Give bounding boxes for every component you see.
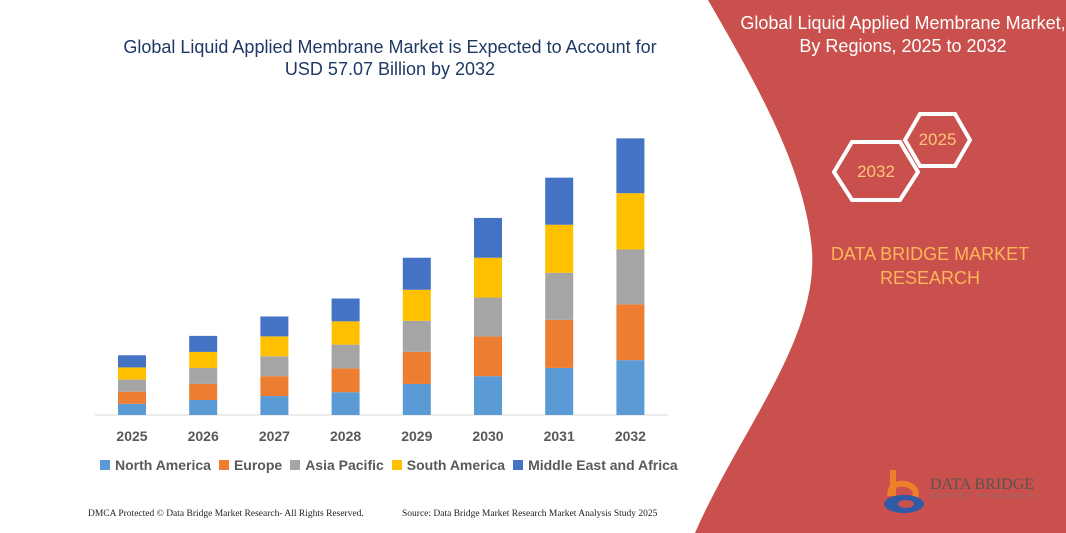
bar-segment-2025-south-america: [118, 367, 146, 380]
x-tick-label: 2027: [259, 428, 290, 444]
x-tick-label: 2031: [544, 428, 575, 444]
brand-text: DATA BRIDGE MARKET RESEARCH: [830, 244, 1030, 288]
legend-label: Middle East and Africa: [528, 457, 678, 473]
bar-segment-2030-north-america: [474, 376, 502, 415]
bar-segment-2029-asia-pacific: [402, 320, 431, 352]
bar-segment-2032-middle-east-and-africa: [616, 138, 645, 194]
legend-item: North America: [100, 457, 211, 473]
legend-swatch: [218, 460, 229, 470]
bar-segment-2029-middle-east-and-africa: [402, 257, 431, 290]
hexagon-2025: [902, 112, 973, 168]
hex-label-2032: 2032: [857, 162, 895, 181]
footer-copyright: DMCA Protected © Data Bridge Market Rese…: [88, 509, 364, 519]
bar-segment-2029-europe: [402, 351, 431, 384]
bar-segment-2029-north-america: [402, 383, 431, 415]
legend-swatch: [100, 460, 110, 470]
legend-swatch: [290, 460, 301, 470]
legend-swatch: [391, 460, 402, 470]
legend-label: South America: [406, 457, 506, 473]
bar-segment-2030-south-america: [474, 257, 502, 298]
bar-segment-2031-europe: [545, 319, 574, 368]
bar-segment-2030-middle-east-and-africa: [474, 217, 502, 258]
bar-segment-2031-south-america: [545, 224, 574, 273]
data-bridge-logo-icon: [884, 470, 924, 513]
bar-segment-2030-europe: [474, 336, 502, 377]
bar-segment-2027-south-america: [260, 336, 289, 357]
x-tick-label: 2030: [472, 428, 503, 444]
bar-segment-2032-asia-pacific: [616, 249, 645, 305]
footer-source: Source: Data Bridge Market Research Mark…: [402, 509, 658, 519]
bar-segment-2026-europe: [189, 383, 218, 400]
bar-segment-2026-south-america: [189, 351, 218, 368]
bar-segment-2032-south-america: [616, 193, 645, 250]
bar-segment-2025-middle-east-and-africa: [118, 355, 146, 368]
legend-label: North America: [115, 457, 211, 473]
bar-segment-2031-asia-pacific: [545, 272, 574, 320]
bar-segment-2027-north-america: [260, 396, 289, 415]
bar-segment-2026-north-america: [189, 399, 218, 415]
legend-swatch: [513, 460, 524, 470]
legend-item: Europe: [218, 457, 283, 473]
bar-segment-2031-north-america: [545, 367, 574, 415]
stacked-bar-chart: 2025 2026 2027 2028 2029 2030 2031 2032: [95, 138, 668, 444]
legend-label: Europe: [233, 457, 283, 473]
hex-label-2025: 2025: [918, 130, 957, 149]
bar-segment-2032-north-america: [616, 360, 645, 415]
bar-segment-2031-middle-east-and-africa: [545, 177, 574, 225]
bar-segment-2025-europe: [118, 391, 146, 404]
legend-item: South America: [391, 457, 506, 473]
legend: North America Europe Asia Pacific South …: [100, 457, 678, 473]
logo-subtext: MARKET RESEARCH: [930, 494, 1035, 500]
bar-segment-2029-south-america: [402, 289, 431, 321]
bar-segment-2026-asia-pacific: [189, 367, 218, 384]
legend-item: Middle East and Africa: [513, 457, 678, 473]
bar-segment-2025-north-america: [118, 403, 146, 415]
legend-item: Asia Pacific: [290, 457, 384, 473]
x-tick-label: 2029: [401, 428, 432, 444]
bar-segment-2027-middle-east-and-africa: [260, 316, 289, 337]
bar-segment-2030-asia-pacific: [474, 297, 502, 337]
bar-segment-2028-north-america: [331, 392, 360, 415]
x-tick-label: 2026: [188, 428, 219, 444]
panel-title: Global Liquid Applied Membrane Market, B…: [740, 13, 1066, 56]
bar-segment-2025-asia-pacific: [118, 379, 146, 392]
logo-text: DATA BRIDGE: [930, 476, 1035, 493]
bar-segment-2028-middle-east-and-africa: [331, 298, 360, 322]
bar-segment-2027-asia-pacific: [260, 356, 289, 377]
x-tick-label: 2025: [116, 428, 147, 444]
legend-label: Asia Pacific: [305, 457, 384, 473]
bar-segment-2032-europe: [616, 304, 645, 361]
hexagon-2032: [831, 140, 921, 202]
bar-segment-2028-asia-pacific: [331, 344, 360, 369]
x-tick-label: 2032: [615, 428, 646, 444]
bar-segment-2028-south-america: [331, 321, 360, 345]
bar-segment-2027-europe: [260, 376, 289, 397]
bar-segment-2028-europe: [331, 368, 360, 393]
chart-title: Global Liquid Applied Membrane Market is…: [123, 37, 657, 79]
x-tick-label: 2028: [330, 428, 361, 444]
bar-segment-2026-middle-east-and-africa: [189, 335, 218, 352]
